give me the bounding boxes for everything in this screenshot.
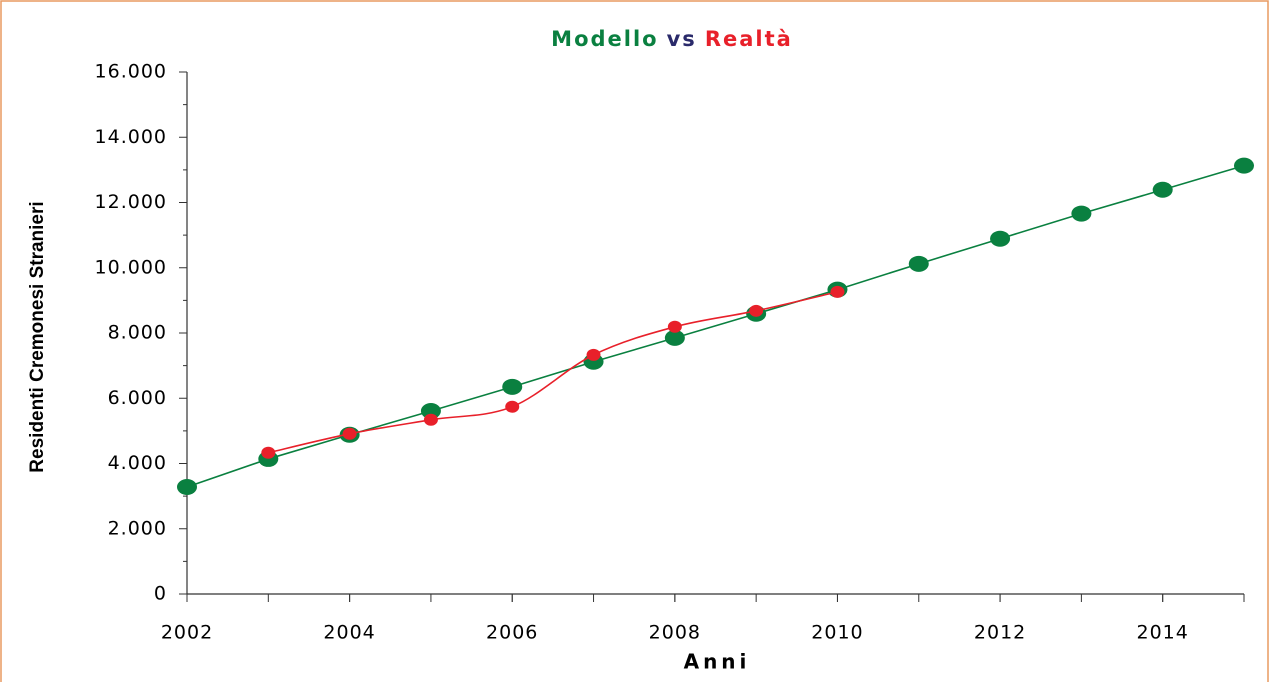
y-tick-label: 2.000 [108,517,167,539]
data-point [586,348,601,361]
y-tick-label: 6.000 [108,387,167,409]
x-tick-label: 2010 [811,622,863,644]
series-line [268,291,838,454]
y-tick-label: 0 [154,583,167,605]
x-tick-label: 2006 [486,622,538,644]
data-point [1152,181,1173,198]
data-point [505,400,520,413]
x-axis-label: Anni [684,650,751,674]
title-part: vs [667,27,697,51]
data-point [830,285,845,298]
data-point [177,478,197,495]
data-point [749,304,764,317]
y-tick-label: 14.000 [95,126,167,148]
y-tick-label: 8.000 [108,322,167,344]
x-tick-label: 2002 [161,622,213,644]
data-point [908,255,929,272]
x-tick-label: 2012 [974,622,1026,644]
x-tick-label: 2008 [649,622,701,644]
y-tick-label: 10.000 [95,256,167,278]
data-point [261,446,276,459]
y-tick-label: 4.000 [108,452,167,474]
data-point [664,329,685,346]
data-point [1071,205,1092,222]
y-axis-label: Residenti Cremonesi Stranieri [27,201,48,472]
data-point [342,427,357,440]
data-point [990,230,1011,247]
x-tick-label: 2004 [323,622,375,644]
data-point [420,402,441,419]
title-part: Realtà [705,27,793,51]
chart-title: Modello vs Realtà [551,27,793,51]
data-point [667,320,682,333]
x-tick-label: 2014 [1137,622,1189,644]
y-tick-label: 12.000 [95,191,167,213]
data-point [502,378,523,395]
title-part: Modello [551,27,658,51]
data-point [423,413,438,426]
data-point [1234,157,1254,174]
y-tick-label: 16.000 [95,61,167,83]
